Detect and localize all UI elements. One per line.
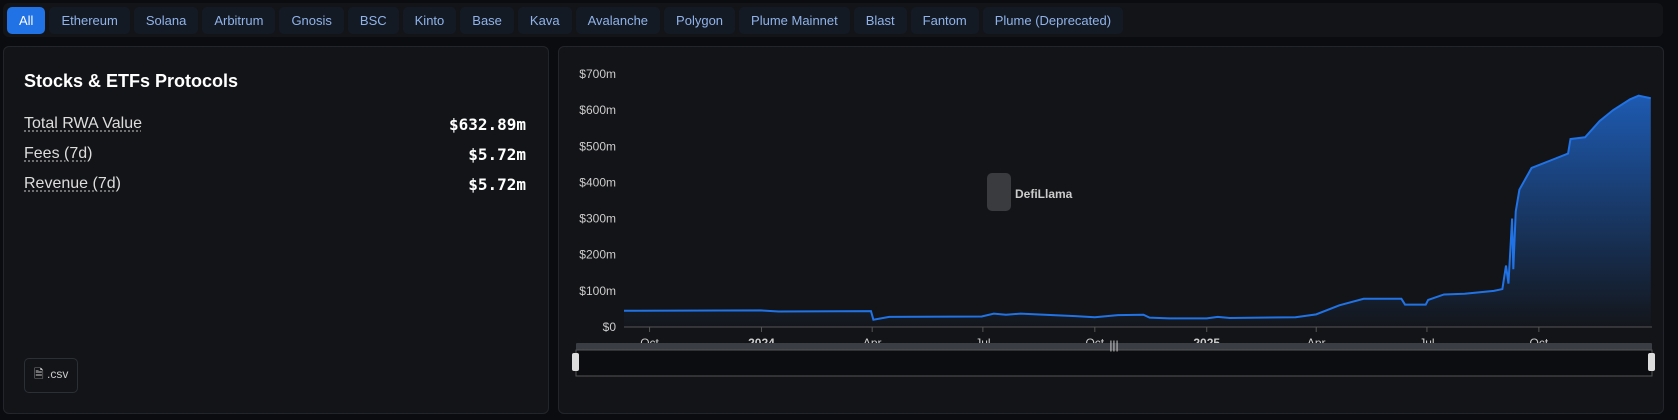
tab-kinto[interactable]: Kinto bbox=[402, 6, 457, 34]
slider-handle-left[interactable] bbox=[572, 353, 579, 371]
range-slider[interactable]: ||| bbox=[572, 338, 1655, 377]
tab-ethereum[interactable]: Ethereum bbox=[49, 6, 130, 34]
y-tick-label: $0 bbox=[603, 320, 617, 334]
tab-polygon[interactable]: Polygon bbox=[664, 6, 736, 34]
series-line bbox=[623, 94, 1651, 321]
csv-label: .csv bbox=[47, 367, 69, 381]
tab-avalanche[interactable]: Avalanche bbox=[575, 6, 661, 34]
y-tick-label: $100m bbox=[579, 284, 616, 298]
y-tick-label: $300m bbox=[579, 212, 616, 226]
page-title: Stocks & ETFs Protocols bbox=[24, 71, 239, 91]
defillama-watermark: DefiLlama bbox=[987, 173, 1073, 211]
tab-all[interactable]: All bbox=[7, 6, 46, 34]
tab-gnosis[interactable]: Gnosis bbox=[279, 6, 344, 34]
tab-bsc[interactable]: BSC bbox=[347, 6, 399, 34]
total-rwa-label[interactable]: Total RWA Value bbox=[24, 115, 142, 132]
summary-panel: Stocks & ETFs Protocols Total RWA Value $… bbox=[3, 46, 549, 414]
total-rwa-row: Total RWA Value $632.89m bbox=[24, 115, 526, 134]
slider-handle-right[interactable] bbox=[1648, 353, 1655, 371]
tab-blast[interactable]: Blast bbox=[853, 6, 907, 34]
y-tick-label: $400m bbox=[579, 175, 616, 189]
y-tick-label: $700m bbox=[579, 67, 616, 81]
chain-tabs: All Ethereum Solana Arbitrum Gnosis BSC Kinto B… bbox=[3, 3, 1663, 37]
tab-plume-deprecated[interactable]: Plume (Deprecated) bbox=[982, 6, 1124, 34]
revenue-label[interactable]: Revenue (7d) bbox=[24, 175, 121, 192]
csv-download-button[interactable]: 🗎 .csv bbox=[24, 358, 79, 393]
tab-plume-mainnet[interactable]: Plume Mainnet bbox=[739, 6, 850, 34]
tab-base[interactable]: Base bbox=[460, 6, 514, 34]
y-tick-label: $200m bbox=[579, 248, 616, 262]
tab-solana[interactable]: Solana bbox=[133, 6, 199, 34]
tvl-chart: $0$100m$200m$300m$400m$500m$600m$700mOct… bbox=[572, 67, 1655, 377]
file-icon: 🗎 bbox=[34, 367, 44, 381]
revenue-value: $5.72m bbox=[468, 175, 526, 194]
series-area bbox=[624, 95, 1651, 327]
tab-kava[interactable]: Kava bbox=[517, 6, 572, 34]
fees-row: Fees (7d) $5.72m bbox=[24, 145, 526, 164]
revenue-row: Revenue (7d) $5.72m bbox=[24, 175, 526, 194]
tab-fantom[interactable]: Fantom bbox=[910, 6, 979, 34]
fees-value: $5.72m bbox=[468, 145, 526, 164]
tab-arbitrum[interactable]: Arbitrum bbox=[202, 6, 276, 34]
y-tick-label: $500m bbox=[579, 139, 616, 153]
fees-label[interactable]: Fees (7d) bbox=[24, 145, 93, 162]
total-rwa-value: $632.89m bbox=[448, 115, 526, 134]
y-tick-label: $600m bbox=[579, 103, 616, 117]
svg-text:|||: ||| bbox=[1109, 338, 1118, 352]
chart-panel: $0$100m$200m$300m$400m$500m$600m$700mOct… bbox=[558, 46, 1664, 414]
svg-text:DefiLlama: DefiLlama bbox=[1015, 187, 1073, 201]
